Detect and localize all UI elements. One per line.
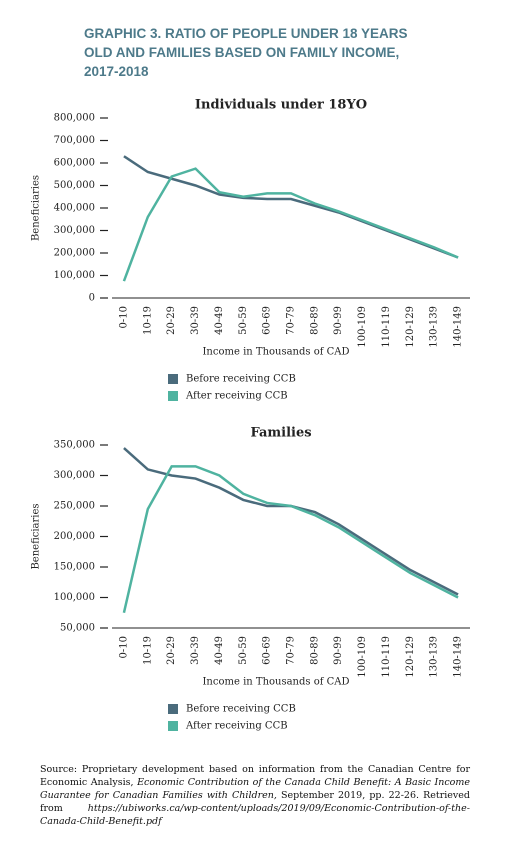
x-tick-label: 20-29 xyxy=(166,306,177,335)
series-line xyxy=(122,167,459,282)
page-title: GRAPHIC 3. RATIO OF PEOPLE UNDER 18 YEAR… xyxy=(84,26,408,79)
y-tick-label: 150,000 xyxy=(54,562,95,573)
y-tick-label: 400,000 xyxy=(54,203,95,214)
y-tick-label: 300,000 xyxy=(54,470,95,481)
legend-label: After receiving CCB xyxy=(185,391,288,402)
y-axis-title: Beneficiaries xyxy=(31,175,42,241)
y-tick-label: 700,000 xyxy=(54,135,95,146)
x-tick-label: 70-79 xyxy=(286,306,297,335)
x-tick-label: 120-129 xyxy=(405,306,416,348)
source-text: Economic Contribution of the Canada Chil… xyxy=(40,777,470,801)
x-tick-label: 60-69 xyxy=(262,636,273,665)
series-line xyxy=(123,155,459,259)
x-tick-label: 130-139 xyxy=(429,306,440,348)
legend-swatch xyxy=(168,374,178,384)
x-tick-label: 80-89 xyxy=(309,306,320,335)
x-axis-title: Income in Thousands of CAD xyxy=(202,677,349,688)
x-tick-label: 0-10 xyxy=(118,636,129,658)
source-note: Source: Proprietary development based on… xyxy=(40,763,470,828)
series-line xyxy=(122,465,459,614)
x-tick-label: 20-29 xyxy=(166,636,177,665)
source-text: September 2019, pp. 22-26. Retrieved fro… xyxy=(40,790,470,814)
x-tick-label: 10-19 xyxy=(142,636,153,665)
y-axis-title: Beneficiaries xyxy=(31,503,42,569)
x-axis-title: Income in Thousands of CAD xyxy=(202,347,349,358)
charts: Individuals under 18YO Beneficiaries 0 100,… xyxy=(31,98,470,732)
y-tick-label: 100,000 xyxy=(54,270,95,281)
x-tick-label: 90-99 xyxy=(333,306,344,335)
x-tick-label: 90-99 xyxy=(333,636,344,665)
x-tick-label: 50-59 xyxy=(238,306,249,335)
x-tick-label: 100-109 xyxy=(357,306,368,348)
chart-title: Families xyxy=(250,426,311,441)
x-tick-label: 130-139 xyxy=(429,636,440,678)
chart-title: Individuals under 18YO xyxy=(195,98,367,113)
y-tick-label: 50,000 xyxy=(60,623,95,634)
x-tick-label: 70-79 xyxy=(286,636,297,665)
source-text: Source: Proprietary development based on… xyxy=(40,764,470,788)
x-tick-label: 60-69 xyxy=(262,306,273,335)
x-tick-label: 100-109 xyxy=(357,636,368,678)
x-tick-label: 10-19 xyxy=(142,306,153,335)
y-tick-label: 100,000 xyxy=(54,592,95,603)
legend-swatch xyxy=(168,391,178,401)
y-tick-label: 350,000 xyxy=(54,440,95,451)
legend-label: Before receiving CCB xyxy=(186,704,296,715)
x-tick-label: 120-129 xyxy=(405,636,416,678)
x-tick-label: 50-59 xyxy=(238,636,249,665)
x-tick-label: 30-39 xyxy=(190,306,201,335)
y-tick-label: 250,000 xyxy=(54,501,95,512)
legend-swatch xyxy=(168,704,178,714)
y-tick-label: 300,000 xyxy=(54,225,95,236)
x-tick-label: 110-119 xyxy=(381,306,392,348)
y-tick-label: 200,000 xyxy=(54,531,95,542)
x-tick-label: 0-10 xyxy=(118,306,129,328)
legend-label: After receiving CCB xyxy=(185,721,288,732)
x-tick-label: 110-119 xyxy=(381,636,392,678)
x-tick-label: 80-89 xyxy=(309,636,320,665)
y-tick-label: 500,000 xyxy=(54,180,95,191)
source-text: https://ubiworks.ca/wp-content/uploads/2… xyxy=(40,803,470,827)
x-tick-label: 140-149 xyxy=(453,306,464,348)
y-tick-label: 800,000 xyxy=(54,113,95,124)
x-tick-label: 40-49 xyxy=(214,636,225,665)
legend-swatch xyxy=(168,721,178,731)
legend-label: Before receiving CCB xyxy=(186,374,296,385)
x-tick-label: 30-39 xyxy=(190,636,201,665)
x-tick-label: 40-49 xyxy=(214,306,225,335)
y-tick-label: 200,000 xyxy=(54,248,95,259)
y-tick-label: 0 xyxy=(89,293,95,304)
y-tick-label: 600,000 xyxy=(54,158,95,169)
x-tick-label: 140-149 xyxy=(453,636,464,678)
